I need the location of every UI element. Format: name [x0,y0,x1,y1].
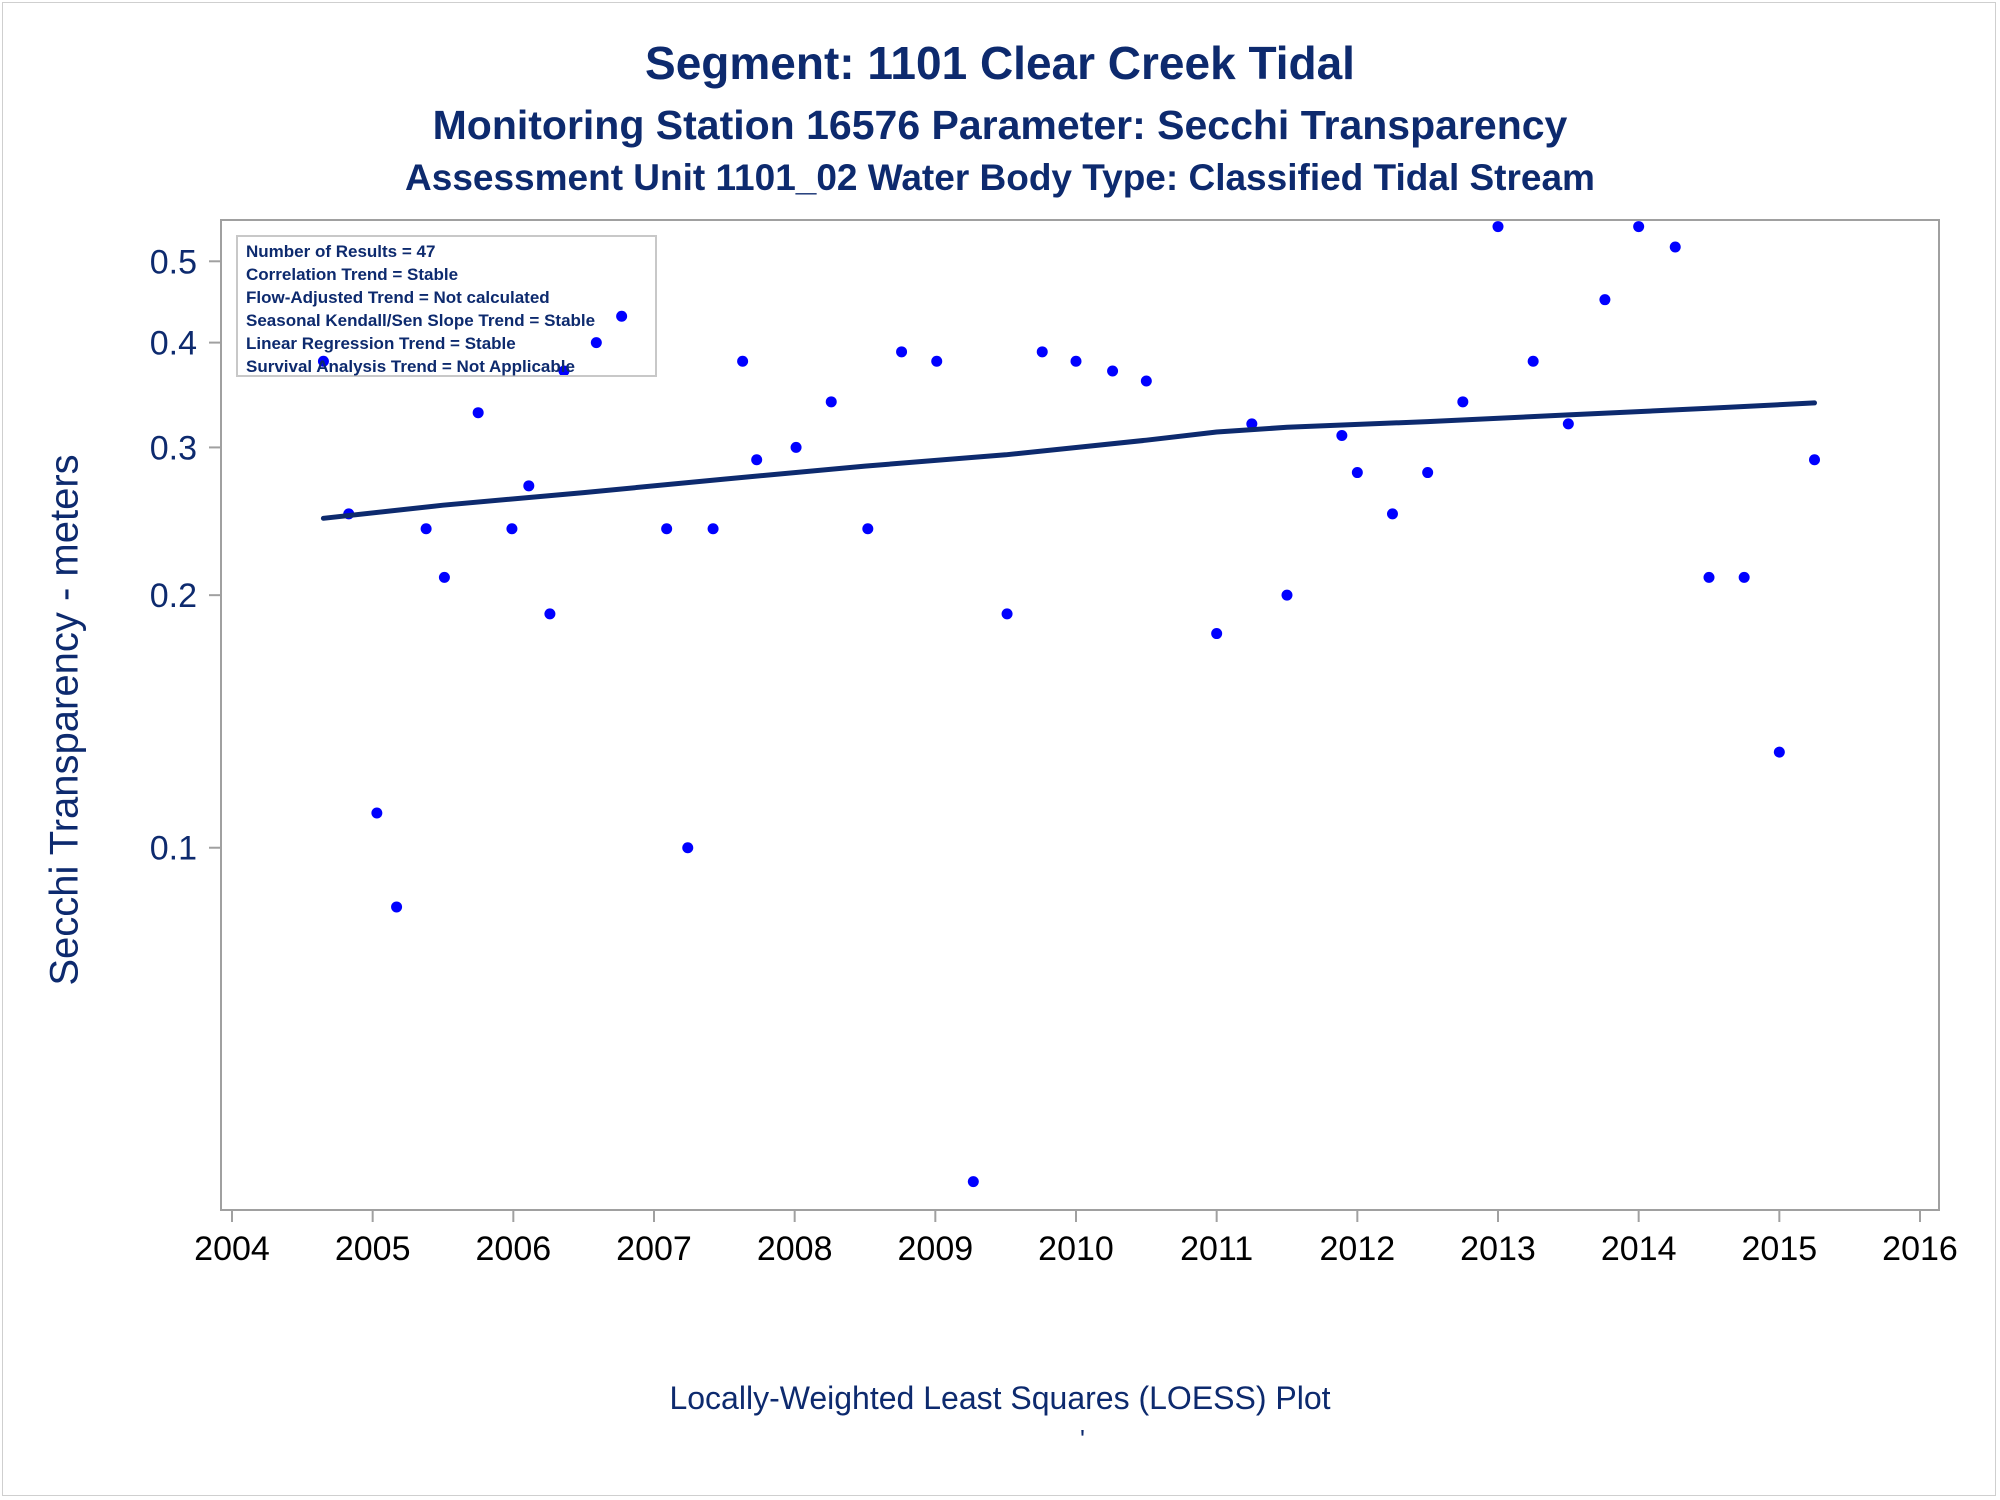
data-point [506,523,518,535]
data-point [1599,294,1611,306]
x-tick-label: 2008 [757,1230,833,1268]
data-point [472,407,484,419]
data-point [1773,746,1785,758]
x-tick-label: 2009 [898,1230,974,1268]
x-tick-label: 2015 [1742,1230,1818,1268]
data-point [931,355,943,367]
data-point [967,1176,979,1188]
data-point [707,523,719,535]
loess-trend-line-layer [320,400,1817,521]
x-tick-label: 2011 [1180,1230,1253,1268]
chart-subtitle-station: Monitoring Station 16576 Parameter: Secc… [432,102,1568,148]
data-point [1387,508,1398,520]
data-point [1457,396,1469,408]
data-point [1211,628,1223,640]
chart-title: Segment: 1101 Clear Creek Tidal [645,37,1355,89]
x-tick-label: 2005 [335,1230,411,1268]
x-tick-label: 2007 [616,1230,692,1268]
y-tick-label: 0.3 [150,429,197,467]
x-tick-label: 2010 [1038,1230,1114,1268]
data-point [616,310,628,322]
data-point [1036,346,1048,358]
data-point [1070,355,1082,367]
data-point [1281,589,1293,601]
data-point [371,807,383,819]
data-point [682,842,694,854]
data-point [1669,241,1681,253]
data-point [544,608,556,620]
data-point [896,346,908,358]
data-point [661,523,673,535]
data-point [1492,221,1504,233]
data-point [558,365,570,377]
x-tick-label: 2013 [1460,1230,1536,1268]
data-point [862,523,874,535]
chart-footnote: Locally-Weighted Least Squares (LOESS) P… [669,1380,1331,1416]
stat-number-of-results: Number of Results = 47 [246,242,436,261]
data-point [317,355,329,367]
data-point [1633,221,1645,233]
y-axis: 0.1 0.2 0.3 0.4 0.5 [150,243,221,868]
data-point [1140,375,1152,387]
y-tick-label: 0.4 [150,325,197,363]
data-point [1001,608,1013,620]
y-tick-label: 0.2 [150,577,197,615]
plot-area-frame [220,219,1940,1211]
data-point [1107,365,1119,377]
x-tick-label: 2006 [476,1230,552,1268]
data-point [751,454,763,466]
x-axis: 2004 2005 2006 2007 2008 2009 2010 2011 2012 2013… [194,1210,1958,1268]
stat-linear-regression-trend: Linear Regression Trend = Stable [246,334,516,353]
y-tick-label: 0.1 [150,830,197,868]
data-point [1336,429,1348,441]
data-point [590,337,602,349]
stat-seasonal-kendall-trend: Seasonal Kendall/Sen Slope Trend = Stabl… [246,311,596,330]
data-point [438,571,450,583]
data-point [420,523,432,535]
data-point [790,441,802,453]
data-point [1703,571,1715,583]
x-tick-label: 2004 [194,1230,270,1268]
y-tick-label: 0.5 [150,243,197,281]
data-point [1562,418,1574,430]
chart-subtitle-assessment: Assessment Unit 1101_02 Water Body Type:… [405,157,1595,198]
data-point [391,901,403,913]
trend-stats-box: Number of Results = 47 Correlation Trend… [236,235,657,377]
loess-trend-line [320,400,1817,521]
data-point [1809,454,1820,466]
chart-footnote-mark: ' [1080,1424,1085,1454]
data-point [523,480,535,492]
stat-flow-adjusted-trend: Flow-Adjusted Trend = Not calculated [246,288,550,307]
x-tick-label: 2016 [1882,1230,1958,1268]
data-point [1351,467,1363,479]
data-point [1422,467,1434,479]
data-point [737,355,749,367]
x-tick-label: 2014 [1601,1230,1677,1268]
stat-survival-analysis-trend: Survival Analysis Trend = Not Applicable [246,357,575,376]
data-point [1738,571,1750,583]
data-points [317,221,1820,1188]
x-tick-label: 2012 [1320,1230,1396,1268]
data-point [825,396,837,408]
data-point [1527,355,1539,367]
data-point [1246,418,1258,430]
stat-correlation-trend: Correlation Trend = Stable [246,265,459,284]
